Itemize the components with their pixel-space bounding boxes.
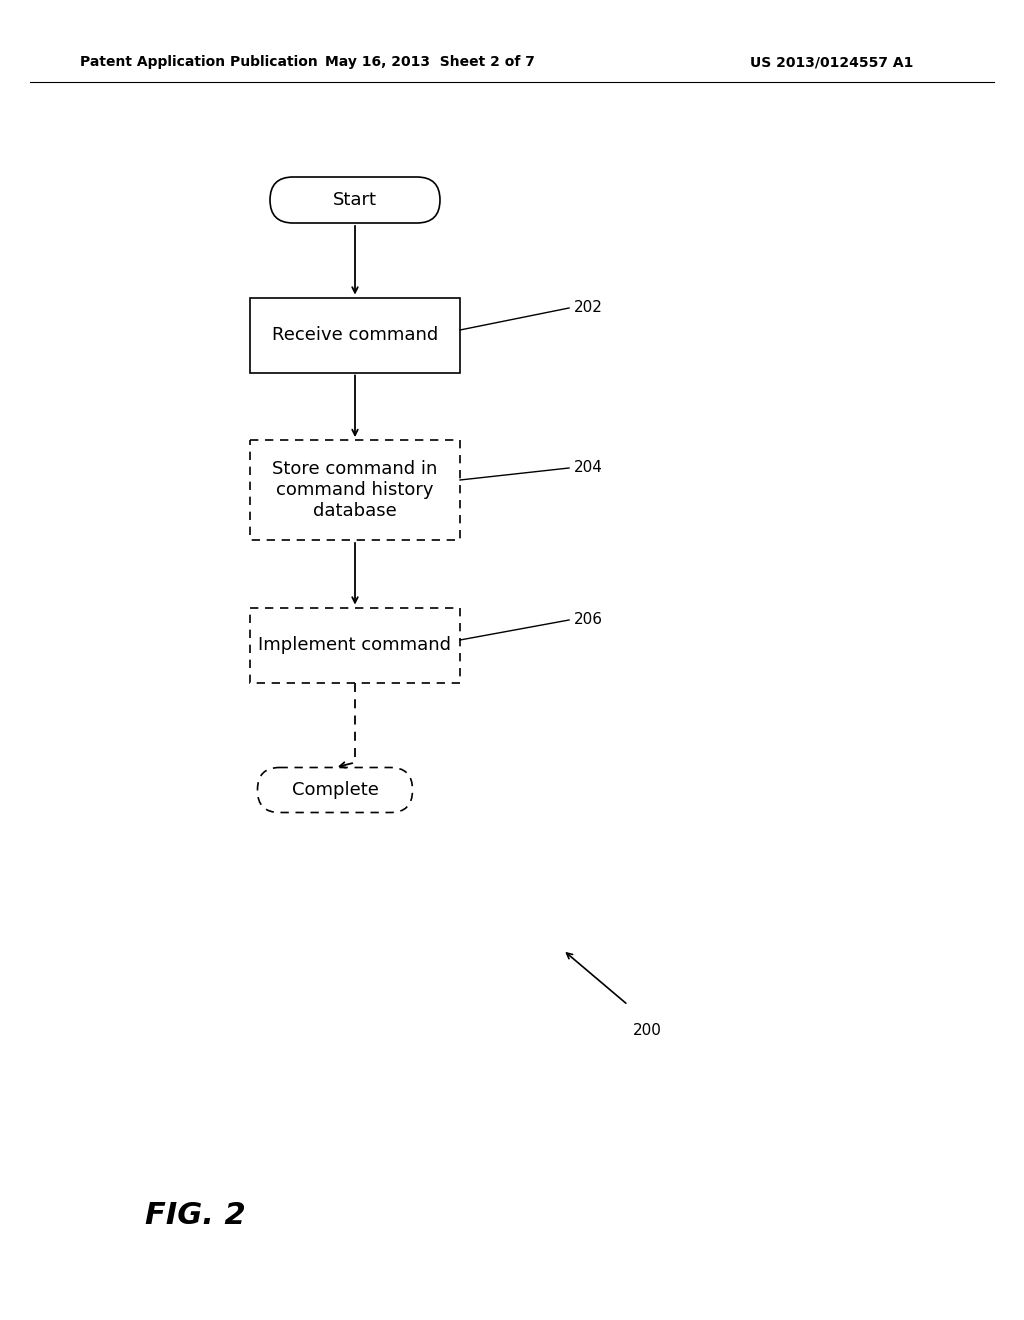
Text: Implement command: Implement command <box>258 636 452 653</box>
Bar <box>250 440 460 540</box>
Text: Receive command: Receive command <box>272 326 438 345</box>
FancyBboxPatch shape <box>270 177 440 223</box>
Text: Patent Application Publication: Patent Application Publication <box>80 55 317 69</box>
Text: FIG. 2: FIG. 2 <box>144 1200 246 1229</box>
Text: 200: 200 <box>633 1023 662 1038</box>
Bar <box>250 607 460 682</box>
Text: Complete: Complete <box>292 781 379 799</box>
Text: 206: 206 <box>574 612 603 627</box>
Text: 202: 202 <box>574 301 603 315</box>
Bar <box>250 297 460 372</box>
Text: Store command in
command history
database: Store command in command history databas… <box>272 461 437 520</box>
Text: Start: Start <box>333 191 377 209</box>
FancyBboxPatch shape <box>257 767 413 813</box>
Text: May 16, 2013  Sheet 2 of 7: May 16, 2013 Sheet 2 of 7 <box>325 55 535 69</box>
Text: US 2013/0124557 A1: US 2013/0124557 A1 <box>750 55 913 69</box>
Text: 204: 204 <box>574 461 603 475</box>
